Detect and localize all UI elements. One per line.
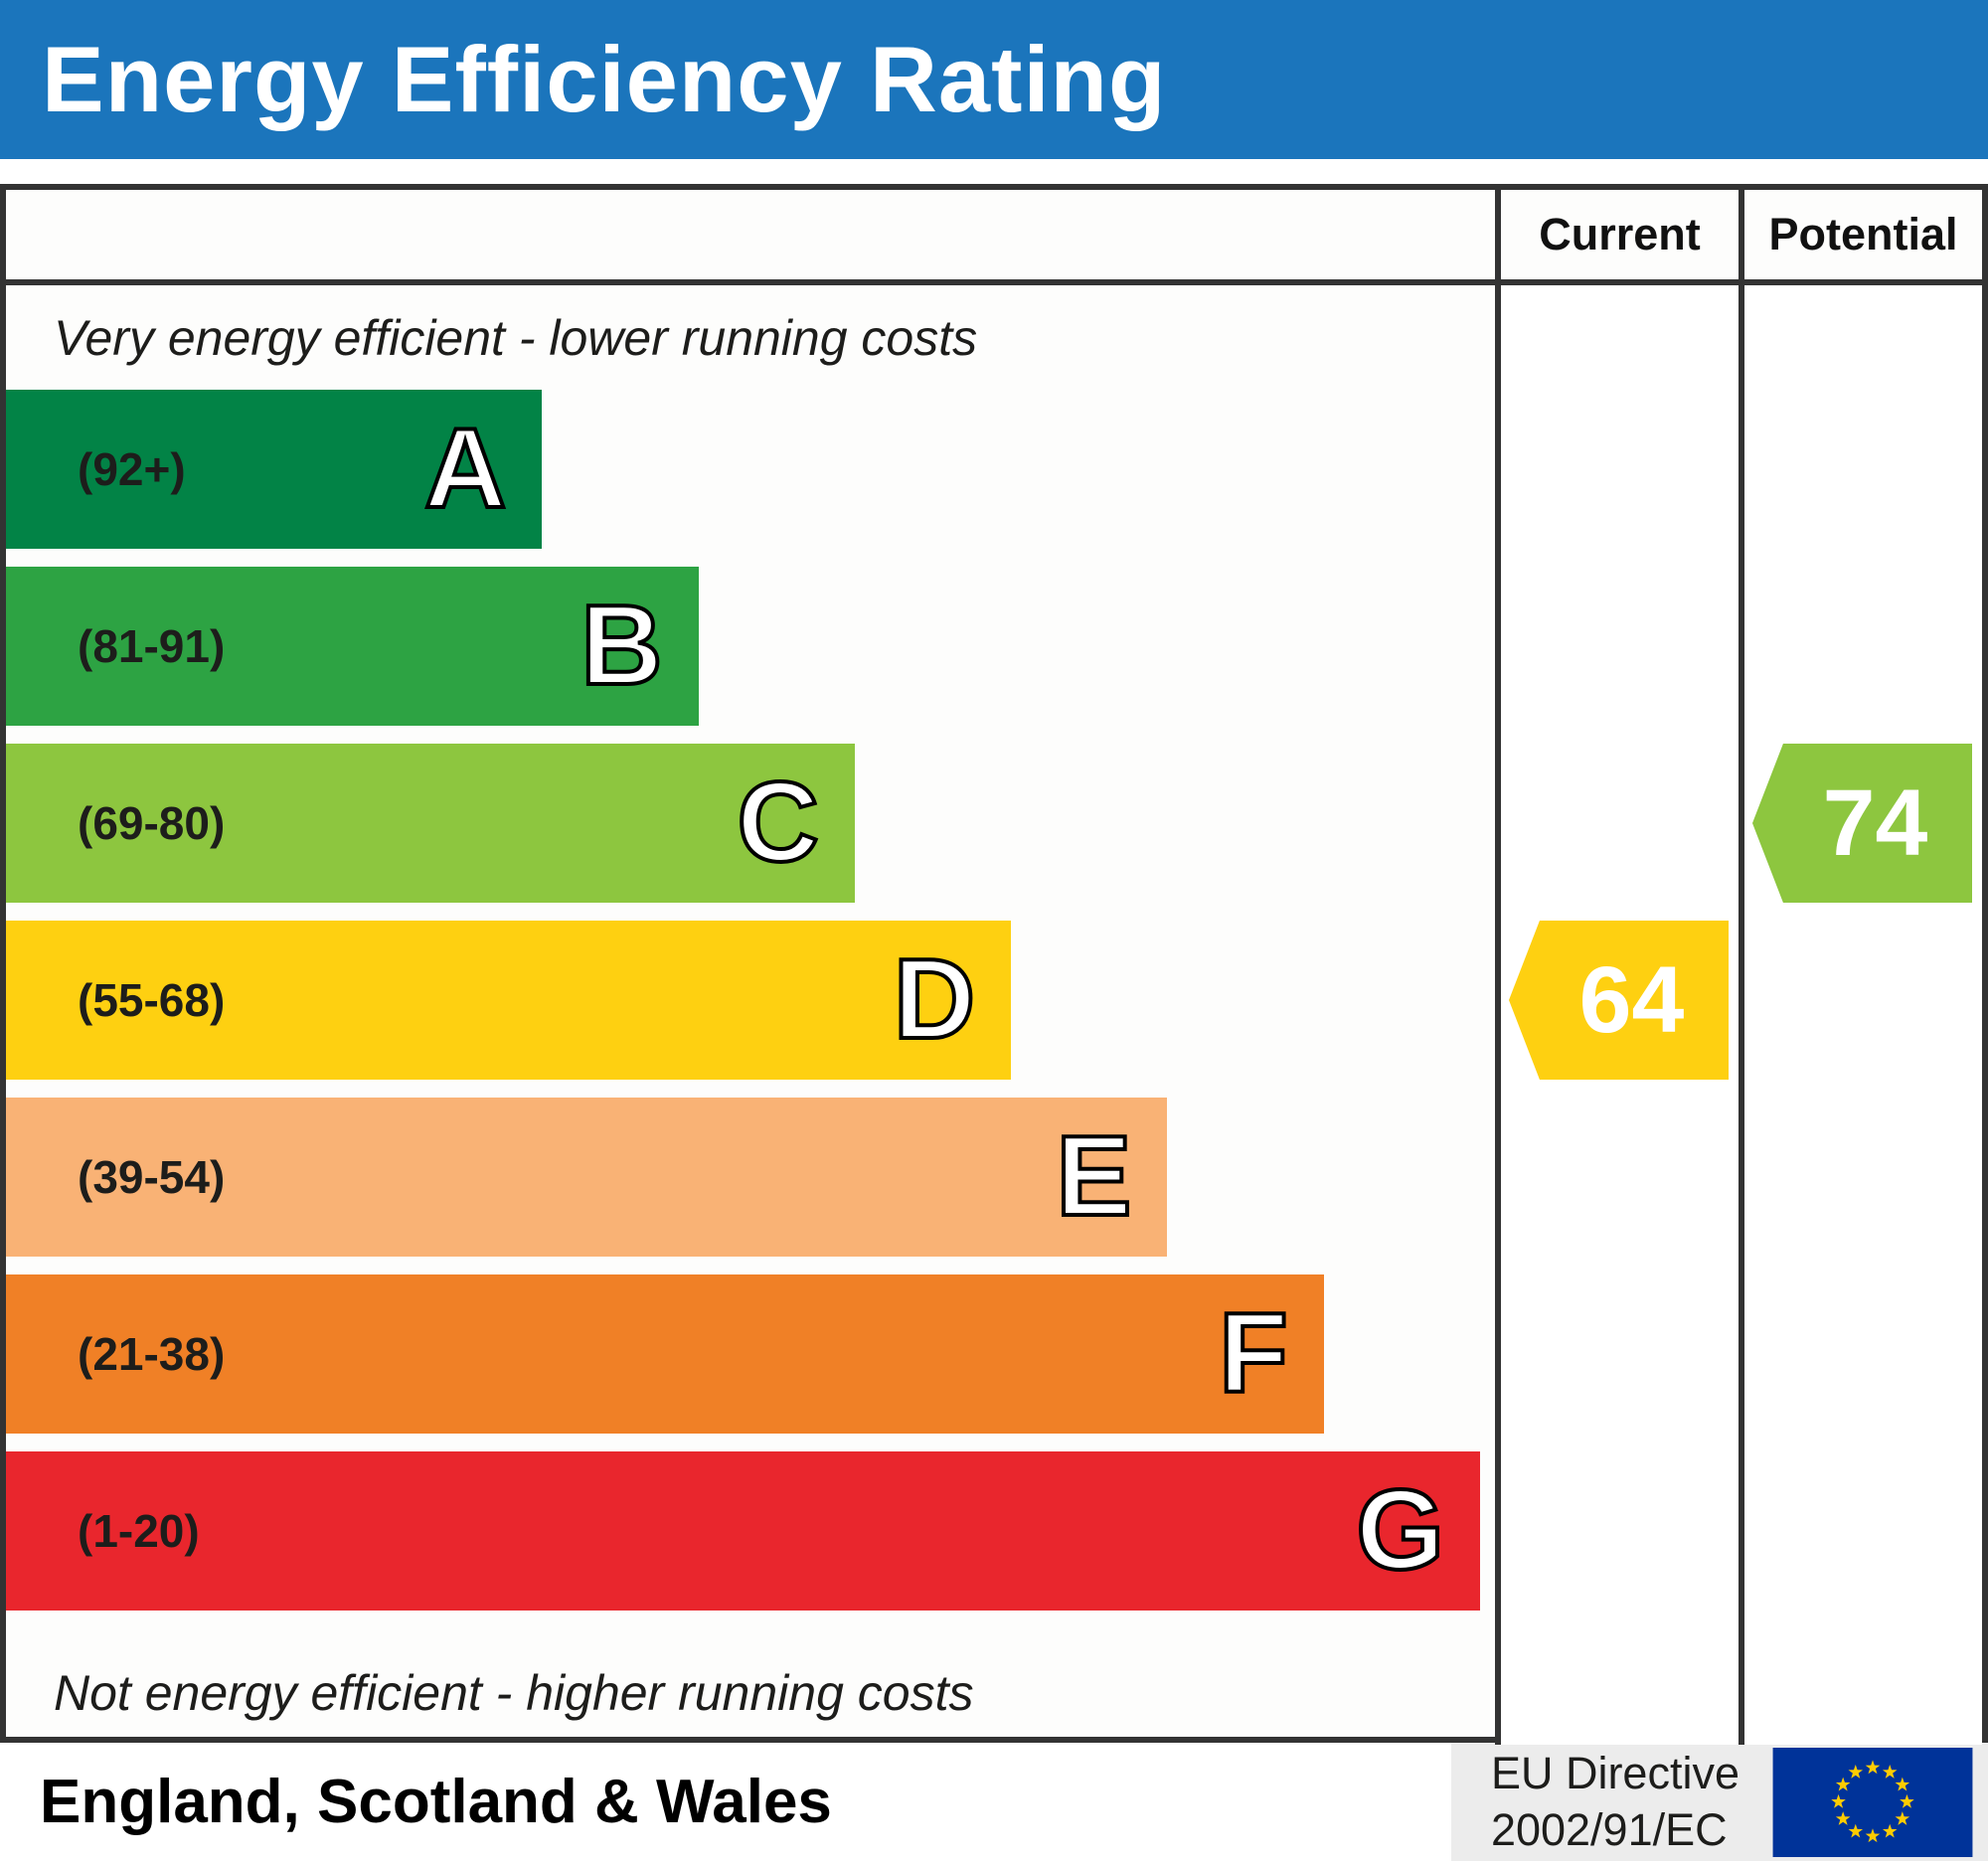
band-row-e: (39-54) E bbox=[6, 1098, 1168, 1257]
top-note: Very energy efficient - lower running co… bbox=[54, 309, 978, 366]
band-letter: F bbox=[1217, 1290, 1290, 1417]
table-header-spacer bbox=[6, 190, 1495, 279]
potential-rating-value: 74 bbox=[1822, 769, 1928, 876]
current-rating-value: 64 bbox=[1578, 946, 1685, 1053]
eu-directive-block: EU Directive 2002/91/EC bbox=[1450, 1743, 1988, 1861]
region-label: England, Scotland & Wales bbox=[40, 1768, 832, 1836]
bottom-note: Not energy efficient - higher running co… bbox=[54, 1664, 974, 1721]
band-row-b: (81-91) B bbox=[6, 567, 699, 726]
bands-list: (92+) A (81-91) B (69-80) C (55-68) D bbox=[6, 390, 1495, 1628]
band-letter: G bbox=[1354, 1467, 1446, 1594]
band-letter: C bbox=[736, 760, 821, 886]
band-row-d: (55-68) D bbox=[6, 921, 1012, 1080]
chart-title-bar: Energy Efficiency Rating bbox=[0, 0, 1988, 159]
eu-directive-text: EU Directive 2002/91/EC bbox=[1491, 1746, 1740, 1858]
page-title: Energy Efficiency Rating bbox=[42, 27, 1167, 131]
footer: England, Scotland & Wales EU Directive 2… bbox=[0, 1743, 1988, 1861]
band-range-label: (69-80) bbox=[78, 797, 226, 849]
current-rating-arrow: 64 bbox=[1509, 921, 1729, 1080]
table-body: Very energy efficient - lower running co… bbox=[6, 285, 1982, 1745]
band-range-label: (92+) bbox=[78, 443, 186, 495]
band-range-label: (1-20) bbox=[78, 1505, 200, 1557]
band-letter: A bbox=[422, 406, 508, 532]
current-column-header: Current bbox=[1495, 190, 1739, 279]
potential-column: 74 bbox=[1739, 285, 1982, 1745]
band-range-label: (81-91) bbox=[78, 620, 226, 672]
rating-table: Current Potential Very energy efficient … bbox=[0, 184, 1988, 1745]
band-letter: D bbox=[892, 936, 977, 1063]
band-range-label: (39-54) bbox=[78, 1151, 226, 1203]
band-letter: B bbox=[579, 583, 664, 709]
potential-rating-arrow: 74 bbox=[1752, 744, 1972, 903]
band-letter: E bbox=[1054, 1113, 1133, 1240]
band-range-label: (55-68) bbox=[78, 974, 226, 1026]
band-row-a: (92+) A bbox=[6, 390, 543, 549]
band-range-label: (21-38) bbox=[78, 1328, 226, 1380]
band-row-c: (69-80) C bbox=[6, 744, 855, 903]
band-row-f: (21-38) F bbox=[6, 1274, 1324, 1434]
eu-directive-line2: 2002/91/EC bbox=[1490, 1803, 1728, 1855]
eu-flag-icon bbox=[1772, 1747, 1973, 1857]
table-header-row: Current Potential bbox=[6, 190, 1982, 285]
current-column: 64 bbox=[1495, 285, 1739, 1745]
potential-column-header: Potential bbox=[1739, 190, 1982, 279]
bands-column: Very energy efficient - lower running co… bbox=[6, 285, 1495, 1745]
eu-directive-line1: EU Directive bbox=[1490, 1748, 1740, 1799]
band-row-g: (1-20) G bbox=[6, 1451, 1481, 1611]
